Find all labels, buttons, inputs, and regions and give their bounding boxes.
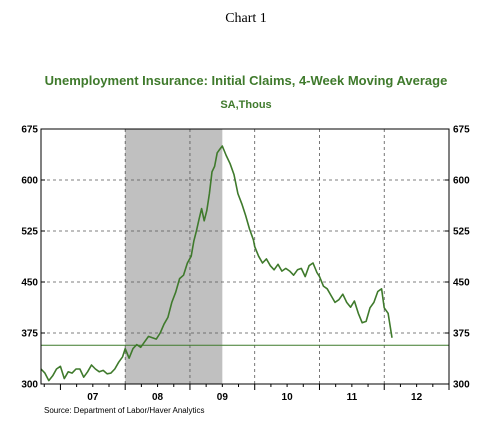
chart-title: Unemployment Insurance: Initial Claims, … [45,73,448,88]
x-tick-label: 12 [411,392,423,403]
x-tick-label: 10 [282,392,294,403]
recession-shading [125,129,223,384]
x-tick-label: 07 [87,392,99,403]
y-tick-label-left: 600 [21,176,38,187]
y-tick-label-right: 525 [453,227,470,238]
series-line [40,145,393,382]
y-tick-label-right: 675 [453,125,470,136]
y-tick-label-left: 450 [21,278,38,289]
plot-frame-layer [40,128,450,390]
grid-layer [41,129,449,384]
chart-number-label: Chart 1 [225,11,267,26]
y-axis-right-labels: 300 375 450 525 600 675 [453,125,470,391]
x-axis-labels: 07 08 09 10 11 12 [87,392,422,403]
y-tick-label-right: 300 [453,380,470,391]
y-tick-label-left: 375 [21,329,38,340]
y-tick-label-right: 600 [453,176,470,187]
y-tick-label-left: 675 [21,125,38,136]
y-tick-label-right: 375 [453,329,470,340]
y-tick-label-left: 300 [21,380,38,391]
recession-shading-layer [125,129,223,384]
y-tick-label-left: 525 [21,227,38,238]
y-axis-left-labels: 300 375 450 525 600 675 [21,125,38,391]
chart-subtitle: SA,Thous [220,99,271,111]
source-note: Source: Department of Labor/Haver Analyt… [44,406,205,415]
x-tick-label: 09 [217,392,229,403]
x-tick-label: 11 [347,392,358,403]
x-tick-label: 08 [152,392,164,403]
plot-frame [40,128,450,385]
y-tick-label-right: 450 [453,278,470,289]
series-layer [40,145,449,382]
